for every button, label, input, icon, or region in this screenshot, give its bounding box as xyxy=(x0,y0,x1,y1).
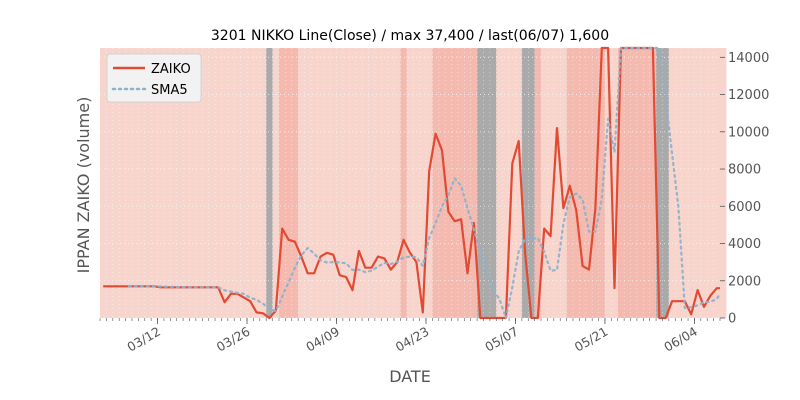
shade-band-strong xyxy=(432,48,478,318)
x-axis-ticks: 03/12 03/26 04/09 04/23 05/07 05/21 06/04 xyxy=(99,318,721,355)
legend-label-sma5: SMA5 xyxy=(151,83,188,98)
chart-title: 3201 NIKKO Line(Close) / max 37,400 / la… xyxy=(211,28,609,44)
shade-band-dark xyxy=(477,48,497,318)
y-tick-label: 8000 xyxy=(728,163,761,178)
shade-band-dark xyxy=(266,48,273,318)
legend: ZAIKO SMA5 xyxy=(106,53,202,103)
y-tick-label: 12000 xyxy=(728,88,769,103)
y-tick-label: 0 xyxy=(728,312,736,327)
x-tick-label: 05/07 xyxy=(482,324,521,355)
y-tick-label: 4000 xyxy=(728,237,761,252)
legend-label-zaiko: ZAIKO xyxy=(151,62,191,77)
x-tick-label: 03/12 xyxy=(124,324,163,355)
series-lines xyxy=(103,46,722,320)
y-tick-label: 14000 xyxy=(728,51,769,66)
y-axis-label: IPPAN ZAIKO (volume) xyxy=(74,97,93,274)
y-tick-label: 6000 xyxy=(728,200,761,215)
y-axis-ticks: 0 2000 4000 6000 8000 10000 12000 14000 xyxy=(720,51,769,327)
y-tick-label: 2000 xyxy=(728,274,761,289)
x-tick-label: 05/21 xyxy=(572,324,611,355)
shade-band-light xyxy=(668,48,727,318)
y-tick-label: 10000 xyxy=(728,125,769,140)
x-tick-label: 06/04 xyxy=(661,324,700,355)
x-tick-label: 04/23 xyxy=(393,324,432,355)
x-tick-label: 03/26 xyxy=(214,324,253,355)
x-tick-label: 04/09 xyxy=(303,324,342,355)
shade-band-strong xyxy=(400,48,407,318)
series-line-sma5 xyxy=(127,46,722,320)
x-axis-label: DATE xyxy=(389,367,431,386)
shade-band-dark xyxy=(656,48,669,318)
shade-band-strong xyxy=(278,48,299,318)
